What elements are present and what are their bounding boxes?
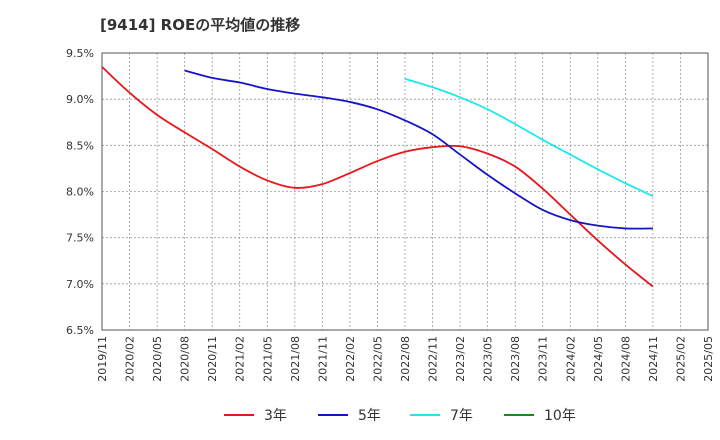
series-line-2 — [404, 77, 654, 197]
chart-title: [9414] ROEの平均値の推移 — [100, 16, 301, 34]
legend-label-5y: 5年 — [358, 408, 381, 424]
x-tick-label: 2022/08 — [399, 336, 412, 382]
legend-swatch-10y — [504, 414, 534, 416]
x-tick-label: 2021/08 — [289, 336, 302, 382]
legend-swatch-3y — [224, 414, 254, 416]
x-tick-label: 2023/11 — [537, 336, 550, 382]
legend-label-10y: 10年 — [544, 408, 576, 424]
legend-label-3y: 3年 — [264, 408, 287, 424]
y-tick-label: 9.0% — [66, 93, 94, 106]
x-tick-label: 2023/08 — [509, 336, 522, 382]
legend-label-7y: 7年 — [450, 408, 473, 424]
x-tick-label: 2020/05 — [151, 336, 164, 382]
x-tick-label: 2024/08 — [619, 336, 632, 382]
x-tick-label: 2024/11 — [647, 336, 660, 382]
legend: 3年 5年 7年 10年 — [0, 404, 720, 426]
x-tick-label: 2022/05 — [371, 336, 384, 382]
y-tick-label: 7.0% — [66, 278, 94, 291]
plot-area-frame — [101, 52, 709, 331]
y-tick-label: 8.5% — [66, 139, 94, 152]
x-tick-label: 2023/02 — [454, 336, 467, 382]
x-tick-label: 2021/02 — [234, 336, 247, 382]
x-tick-label: 2019/11 — [96, 336, 109, 382]
x-tick-label: 2021/05 — [261, 336, 274, 382]
x-tick-label: 2024/05 — [592, 336, 605, 382]
legend-swatch-5y — [318, 414, 348, 416]
legend-swatch-7y — [410, 414, 440, 416]
y-tick-label: 9.5% — [66, 47, 94, 60]
x-tick-label: 2025/05 — [702, 336, 715, 382]
x-tick-label: 2024/02 — [564, 336, 577, 382]
x-tick-label: 2022/02 — [344, 336, 357, 382]
series-line-1 — [184, 69, 653, 230]
x-tick-label: 2023/05 — [482, 336, 495, 382]
x-tick-label: 2020/08 — [179, 336, 192, 382]
x-tick-label: 2025/02 — [674, 336, 687, 382]
series-line-0 — [101, 66, 654, 288]
x-tick-label: 2021/11 — [316, 336, 329, 382]
x-tick-label: 2020/11 — [206, 336, 219, 382]
y-tick-label: 7.5% — [66, 232, 94, 245]
y-tick-label: 8.0% — [66, 186, 94, 199]
y-tick-label: 6.5% — [66, 324, 94, 337]
x-tick-label: 2020/02 — [124, 336, 137, 382]
x-tick-label: 2022/11 — [427, 336, 440, 382]
